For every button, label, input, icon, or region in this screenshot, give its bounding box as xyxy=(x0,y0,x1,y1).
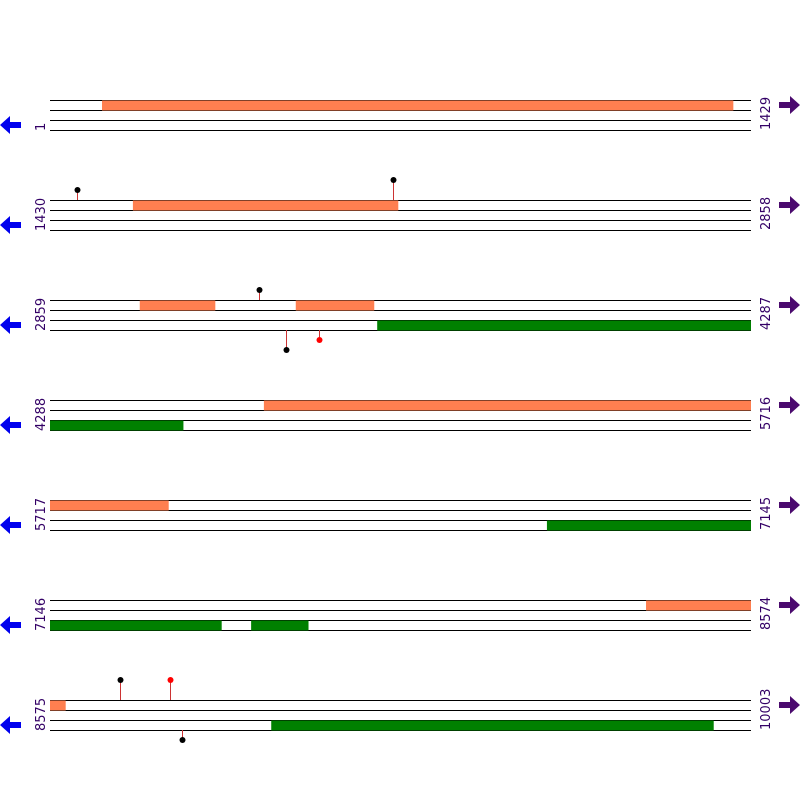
row-start-label: 1 xyxy=(34,123,49,131)
forward-feature xyxy=(50,500,169,511)
forward-arrow xyxy=(779,296,800,314)
reverse-arrow xyxy=(0,216,21,234)
row-start-label: 7146 xyxy=(34,598,49,631)
row-end-label: 5716 xyxy=(759,397,774,430)
sequence-row: 4288 5716 xyxy=(0,396,800,434)
forward-feature xyxy=(50,700,66,711)
marker-dot xyxy=(117,677,124,683)
row-end-label: 2858 xyxy=(759,197,774,230)
row-start-label: 4288 xyxy=(34,398,49,431)
marker-dot xyxy=(179,737,186,743)
reverse-arrow xyxy=(0,616,21,634)
sequence-row: 7146 8574 xyxy=(0,596,800,634)
row-end-label: 10003 xyxy=(759,689,774,730)
reverse-arrow xyxy=(0,316,21,334)
reverse-feature xyxy=(546,520,751,531)
forward-arrow xyxy=(779,96,800,114)
marker-dot xyxy=(74,187,81,193)
reverse-feature xyxy=(50,620,222,631)
row-start-label: 5717 xyxy=(34,498,49,531)
marker-dot xyxy=(167,677,174,683)
reverse-feature xyxy=(251,620,309,631)
row-start-label: 2859 xyxy=(34,298,49,331)
reverse-arrow xyxy=(0,716,21,734)
reverse-arrow xyxy=(0,516,21,534)
row-end-label: 8574 xyxy=(759,597,774,630)
sequence-row: 2859 4287 xyxy=(0,287,800,353)
forward-feature xyxy=(101,100,734,111)
row-end-label: 4287 xyxy=(759,297,774,330)
row-end-label: 7145 xyxy=(759,497,774,530)
forward-feature xyxy=(263,400,751,411)
forward-arrow xyxy=(779,496,800,514)
reverse-feature xyxy=(50,420,184,431)
forward-arrow xyxy=(779,696,800,714)
reverse-feature xyxy=(271,720,714,731)
reverse-arrow xyxy=(0,416,21,434)
forward-arrow xyxy=(779,596,800,614)
row-start-label: 1430 xyxy=(34,198,49,231)
forward-feature xyxy=(295,300,375,311)
forward-arrow xyxy=(779,396,800,414)
row-start-label: 8575 xyxy=(34,698,49,731)
reverse-feature xyxy=(377,320,751,331)
forward-feature xyxy=(132,200,399,211)
reverse-arrow xyxy=(0,116,21,134)
row-end-label: 1429 xyxy=(759,97,774,130)
sequence-row: 8575 10003 xyxy=(0,677,800,743)
marker-dot xyxy=(316,337,323,343)
sequence-row: 1430 2858 xyxy=(0,177,800,234)
sequence-row: 1 1429 xyxy=(0,96,800,134)
marker-dot xyxy=(390,177,397,183)
sequence-row: 5717 7145 xyxy=(0,496,800,534)
forward-arrow xyxy=(779,196,800,214)
marker-dot xyxy=(256,287,263,293)
marker-dot xyxy=(283,347,290,353)
forward-feature xyxy=(139,300,216,311)
forward-feature xyxy=(646,600,751,611)
